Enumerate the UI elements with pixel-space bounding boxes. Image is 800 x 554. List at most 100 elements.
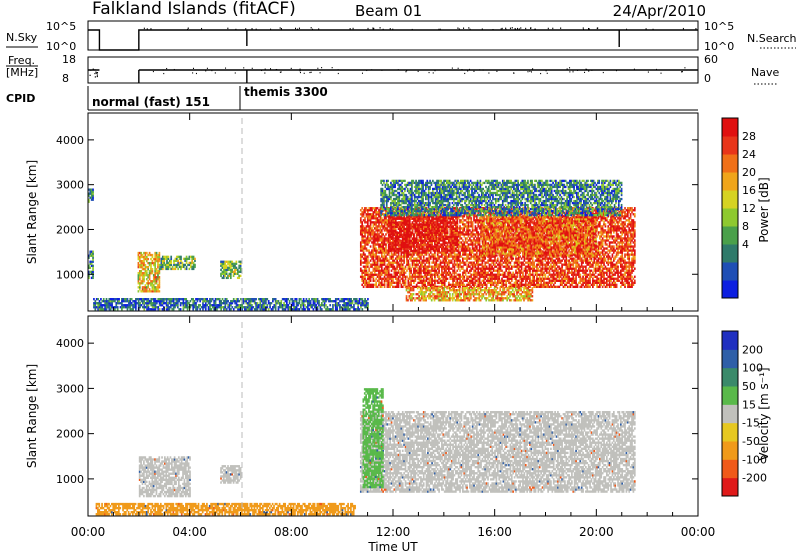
power-cell — [222, 268, 225, 271]
power-cell — [418, 257, 421, 260]
nave-point — [602, 71, 604, 74]
power-cell — [386, 271, 389, 274]
power-cell — [393, 219, 396, 222]
power-cell — [413, 261, 415, 264]
power-cell — [231, 262, 234, 265]
power-cell — [540, 279, 542, 282]
power-cell — [547, 251, 549, 254]
power-cell — [151, 284, 154, 287]
power-cell — [379, 259, 382, 262]
power-cell — [385, 267, 387, 270]
power-cell — [566, 259, 569, 262]
power-cell — [373, 239, 376, 242]
power-cell — [408, 257, 411, 260]
power-cell — [460, 267, 463, 270]
power-cell — [475, 241, 478, 244]
power-cell — [505, 257, 508, 260]
power-cell — [154, 257, 157, 261]
power-cell — [170, 257, 173, 261]
power-cell — [477, 225, 480, 228]
power-cell — [564, 259, 566, 262]
power-cell — [529, 247, 531, 250]
power-cell — [541, 283, 544, 286]
power-cell — [558, 273, 561, 276]
power-cell — [404, 285, 407, 289]
power-cell — [513, 265, 516, 268]
power-cell — [92, 276, 94, 280]
power-cell — [499, 263, 502, 266]
power-cell — [410, 255, 412, 258]
power-cell — [456, 269, 459, 272]
power-cell — [161, 259, 164, 263]
power-cell — [471, 239, 474, 242]
power-cell — [473, 283, 475, 286]
power-cell — [157, 270, 159, 273]
power-cell — [533, 281, 535, 284]
power-cell — [448, 271, 450, 274]
power-cell — [480, 281, 482, 284]
power-cell — [523, 267, 526, 270]
power-cell — [470, 249, 473, 252]
power-cell — [457, 249, 460, 252]
power-cell — [460, 221, 463, 224]
power-cell — [470, 285, 473, 289]
power-cell — [548, 281, 551, 284]
power-cell — [536, 263, 538, 266]
power-cell — [422, 227, 425, 230]
power-cell — [171, 267, 174, 271]
freq-label: Freq. — [8, 54, 35, 67]
power-cell — [386, 251, 389, 254]
power-cell — [386, 231, 389, 234]
nave-point — [279, 71, 281, 73]
power-cell — [373, 255, 376, 258]
power-cell — [501, 269, 503, 272]
power-cell — [364, 267, 366, 270]
power-cell — [544, 255, 547, 258]
power-cell — [543, 277, 545, 280]
power-cell — [151, 288, 154, 291]
power-cell — [145, 286, 148, 289]
power-cell — [523, 257, 526, 260]
power-cell — [480, 217, 482, 220]
power-cell — [450, 233, 453, 236]
power-cell — [432, 279, 435, 282]
nave-point — [532, 68, 534, 70]
power-cell — [383, 261, 386, 264]
nsearch-point — [560, 27, 562, 29]
power-cell — [499, 267, 502, 270]
power-cell — [443, 251, 446, 254]
power-cell — [362, 281, 365, 284]
power-cell — [519, 255, 522, 258]
power-cell — [547, 261, 549, 264]
power-cell — [508, 261, 510, 264]
power-cell — [443, 235, 446, 238]
power-cell — [368, 283, 371, 286]
power-cell — [385, 221, 387, 224]
power-cell — [441, 275, 443, 278]
power-cell — [554, 279, 556, 282]
power-cell — [180, 255, 182, 258]
power-cell — [89, 254, 92, 257]
power-cell — [456, 281, 459, 284]
power-cell — [466, 259, 468, 262]
power-cell — [435, 273, 438, 276]
power-cell — [510, 257, 513, 260]
power-cell — [470, 275, 473, 278]
power-cell — [401, 279, 404, 282]
power-cell — [383, 285, 386, 289]
power-cell — [459, 251, 461, 254]
power-cell — [533, 263, 535, 266]
power-cell — [555, 269, 558, 272]
power-cell — [429, 285, 432, 289]
power-cell — [378, 273, 380, 276]
power-cell — [160, 267, 163, 271]
power-cell — [375, 249, 378, 252]
power-cell — [178, 257, 181, 261]
power-cell — [434, 251, 436, 254]
power-cell — [550, 281, 552, 284]
power-cell — [393, 231, 396, 234]
power-cell — [366, 273, 369, 276]
nave-point — [371, 69, 373, 71]
power-cell — [147, 267, 150, 271]
power-cell — [480, 237, 482, 240]
